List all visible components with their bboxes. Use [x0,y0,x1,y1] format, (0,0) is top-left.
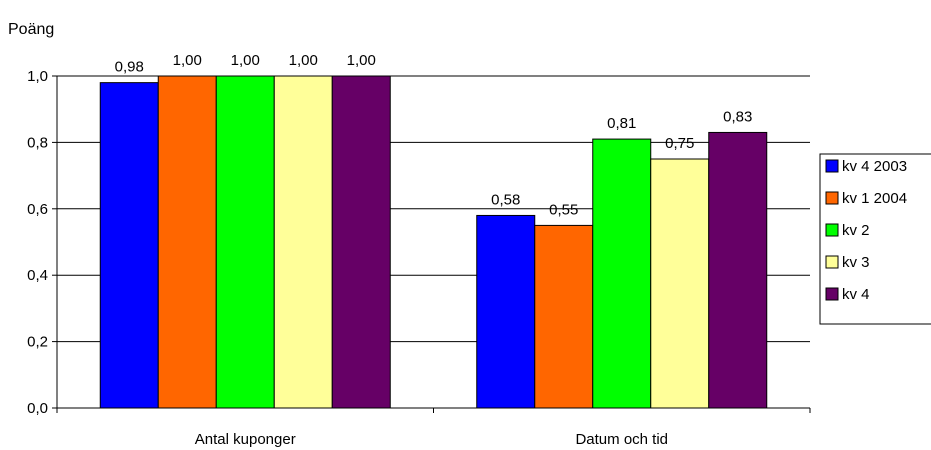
bar [592,138,652,409]
x-tick-label: Datum och tid [575,431,668,448]
bar [476,214,536,409]
bar [215,75,275,409]
y-axis-label: Poäng [8,21,54,38]
data-label: 0,81 [607,115,636,132]
bar [157,75,217,409]
data-label: 1,00 [289,52,318,69]
data-label: 0,55 [549,201,578,218]
legend-swatch [825,191,839,205]
legend-label: kv 2 [842,222,870,239]
bar [534,224,594,409]
data-label: 0,98 [115,59,144,76]
legend-label: kv 4 2003 [842,158,907,175]
bar [650,158,710,409]
data-label: 0,75 [665,135,694,152]
y-tick-label: 0,4 [27,267,48,284]
data-label: 0,83 [723,108,752,125]
legend-swatch [825,223,839,237]
bar [331,75,391,409]
y-tick-label: 0,0 [27,400,48,417]
legend-label: kv 3 [842,254,870,271]
data-label: 1,00 [347,52,376,69]
legend-swatch [825,255,839,269]
legend-swatch [825,159,839,173]
legend-label: kv 1 2004 [842,190,907,207]
legend-label: kv 4 [842,286,870,303]
legend: kv 4 2003 kv 1 2004 kv 2 kv 3 kv 4 [819,153,931,325]
legend-swatch [825,287,839,301]
bar [273,75,333,409]
y-tick-label: 0,2 [27,334,48,351]
data-label: 1,00 [231,52,260,69]
axes: 0,0 0,2 0,4 0,6 0,8 1,0 Antal kuponger Datum oc… [27,68,811,448]
data-label: 0,58 [491,191,520,208]
data-label: 1,00 [173,52,202,69]
bars: 0,98 1,00 1,00 1,00 1,00 0,58 0,55 0,81 0,75 0,83 [99,52,768,409]
y-tick-label: 1,0 [27,68,48,85]
bar [708,131,768,409]
bar [99,82,159,409]
y-tick-label: 0,8 [27,134,48,151]
y-tick-label: 0,6 [27,201,48,218]
x-tick-label: Antal kuponger [195,431,296,448]
